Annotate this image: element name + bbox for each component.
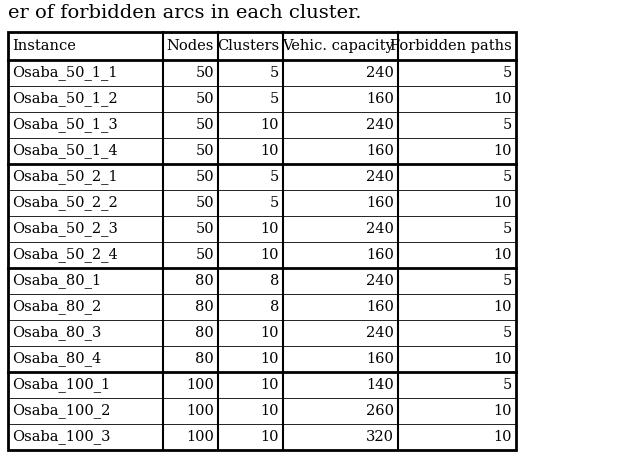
Text: 50: 50: [195, 118, 214, 132]
Text: 10: 10: [260, 326, 279, 340]
Text: 160: 160: [366, 352, 394, 366]
Text: Osaba_50_1_1: Osaba_50_1_1: [12, 66, 118, 81]
Text: 50: 50: [195, 170, 214, 184]
Text: 100: 100: [186, 404, 214, 418]
Text: 5: 5: [269, 170, 279, 184]
Text: 320: 320: [366, 430, 394, 444]
Text: Clusters: Clusters: [217, 39, 279, 53]
Text: 10: 10: [260, 378, 279, 392]
Text: 50: 50: [195, 144, 214, 158]
Text: Instance: Instance: [12, 39, 76, 53]
Text: 80: 80: [195, 274, 214, 288]
Text: Osaba_80_1: Osaba_80_1: [12, 274, 101, 288]
Text: 10: 10: [493, 196, 512, 210]
Text: 5: 5: [503, 66, 512, 80]
Text: 8: 8: [269, 274, 279, 288]
Text: 240: 240: [366, 326, 394, 340]
Text: 5: 5: [503, 326, 512, 340]
Text: Vehic. capacity: Vehic. capacity: [282, 39, 394, 53]
Text: 50: 50: [195, 248, 214, 262]
Text: Osaba_100_2: Osaba_100_2: [12, 404, 110, 419]
Text: Osaba_50_1_4: Osaba_50_1_4: [12, 144, 118, 158]
Text: 10: 10: [493, 352, 512, 366]
Text: Osaba_50_2_1: Osaba_50_2_1: [12, 169, 118, 184]
Text: 5: 5: [503, 274, 512, 288]
Text: 160: 160: [366, 196, 394, 210]
Text: 10: 10: [493, 144, 512, 158]
Text: Osaba_50_1_2: Osaba_50_1_2: [12, 92, 118, 106]
Text: 240: 240: [366, 66, 394, 80]
Text: 100: 100: [186, 430, 214, 444]
Bar: [8, 32, 516, 450]
Text: 160: 160: [366, 248, 394, 262]
Text: Osaba_100_1: Osaba_100_1: [12, 377, 110, 393]
Text: Osaba_50_2_2: Osaba_50_2_2: [12, 195, 118, 211]
Text: 160: 160: [366, 92, 394, 106]
Text: 10: 10: [260, 352, 279, 366]
Text: 10: 10: [493, 92, 512, 106]
Text: Osaba_100_3: Osaba_100_3: [12, 430, 111, 444]
Text: 10: 10: [260, 404, 279, 418]
Text: 5: 5: [503, 222, 512, 236]
Text: Nodes: Nodes: [166, 39, 214, 53]
Text: 5: 5: [269, 92, 279, 106]
Text: 10: 10: [493, 430, 512, 444]
Text: 240: 240: [366, 274, 394, 288]
Text: Osaba_50_1_3: Osaba_50_1_3: [12, 118, 118, 132]
Text: 80: 80: [195, 300, 214, 314]
Text: 160: 160: [366, 300, 394, 314]
Text: 5: 5: [503, 378, 512, 392]
Text: 240: 240: [366, 222, 394, 236]
Text: 10: 10: [493, 300, 512, 314]
Text: 100: 100: [186, 378, 214, 392]
Text: 5: 5: [269, 66, 279, 80]
Text: Forbidden paths: Forbidden paths: [390, 39, 512, 53]
Text: 10: 10: [260, 430, 279, 444]
Text: 50: 50: [195, 222, 214, 236]
Text: 5: 5: [503, 118, 512, 132]
Text: 80: 80: [195, 326, 214, 340]
Text: Osaba_80_4: Osaba_80_4: [12, 351, 101, 366]
Text: Osaba_80_3: Osaba_80_3: [12, 325, 101, 340]
Text: 10: 10: [260, 248, 279, 262]
Text: 5: 5: [269, 196, 279, 210]
Text: 10: 10: [260, 118, 279, 132]
Text: 10: 10: [260, 144, 279, 158]
Text: 10: 10: [260, 222, 279, 236]
Text: 260: 260: [366, 404, 394, 418]
Text: 10: 10: [493, 248, 512, 262]
Text: 50: 50: [195, 196, 214, 210]
Text: 50: 50: [195, 66, 214, 80]
Text: er of forbidden arcs in each cluster.: er of forbidden arcs in each cluster.: [8, 4, 362, 22]
Text: 240: 240: [366, 170, 394, 184]
Text: 80: 80: [195, 352, 214, 366]
Text: Osaba_50_2_3: Osaba_50_2_3: [12, 222, 118, 237]
Text: 50: 50: [195, 92, 214, 106]
Text: 10: 10: [493, 404, 512, 418]
Text: 5: 5: [503, 170, 512, 184]
Text: 8: 8: [269, 300, 279, 314]
Text: 160: 160: [366, 144, 394, 158]
Text: 140: 140: [366, 378, 394, 392]
Text: Osaba_80_2: Osaba_80_2: [12, 300, 101, 314]
Text: 240: 240: [366, 118, 394, 132]
Text: Osaba_50_2_4: Osaba_50_2_4: [12, 248, 118, 263]
